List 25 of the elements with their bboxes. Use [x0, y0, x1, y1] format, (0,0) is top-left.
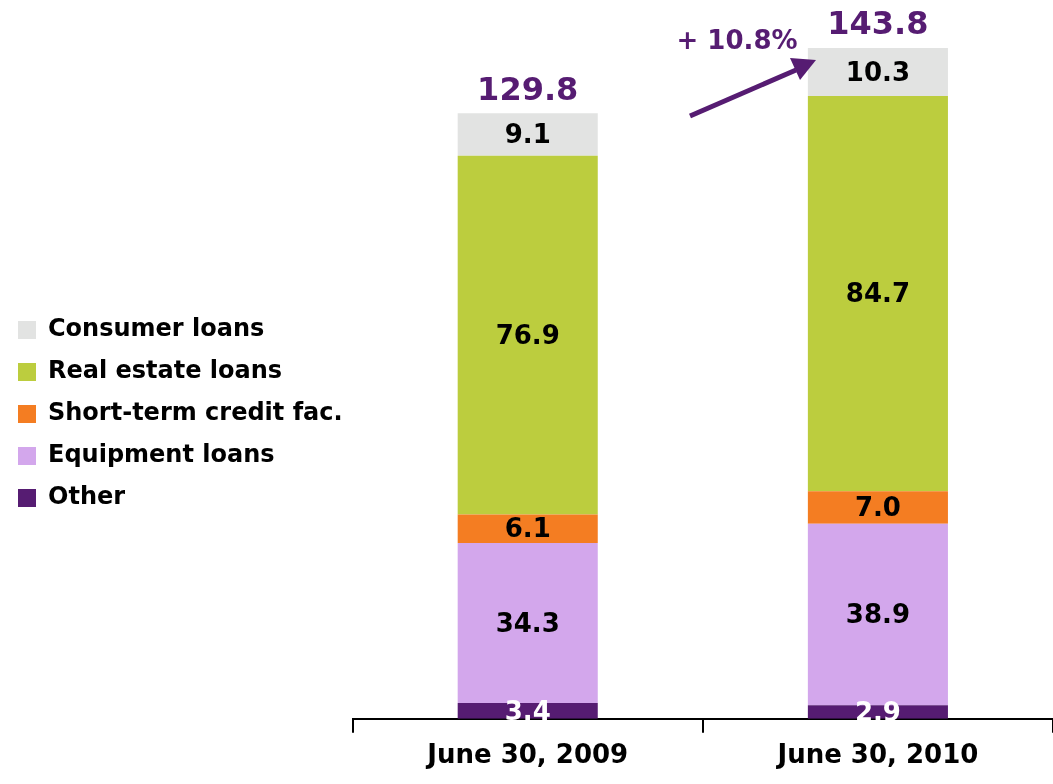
x-tick-label: June 30, 2009	[425, 739, 629, 770]
total-label: 143.8	[827, 4, 929, 43]
data-label: 84.7	[845, 278, 910, 309]
x-tick-label: June 30, 2010	[775, 739, 979, 770]
data-label: 34.3	[495, 607, 560, 638]
legend-label: Consumer loans	[48, 314, 265, 343]
total-label: 129.8	[477, 69, 579, 108]
legend-label: Other	[48, 482, 126, 511]
data-label: 3.4	[504, 695, 551, 726]
data-label: 38.9	[845, 599, 910, 630]
bar	[807, 96, 948, 492]
bar	[807, 491, 948, 524]
data-label: 76.9	[495, 319, 560, 350]
bar	[807, 48, 948, 97]
data-label: 10.3	[845, 56, 910, 87]
bar	[457, 113, 598, 156]
legend-label: Real estate loans	[48, 356, 283, 385]
legend-label: Short-term credit fac.	[48, 398, 343, 427]
data-label: 9.1	[504, 119, 551, 150]
data-label: 6.1	[504, 513, 551, 544]
data-label: 7.0	[854, 492, 901, 523]
bar	[457, 155, 598, 515]
legend-label: Equipment loans	[48, 440, 275, 469]
annotation: + 10.8%	[676, 24, 798, 55]
bar	[457, 514, 598, 543]
